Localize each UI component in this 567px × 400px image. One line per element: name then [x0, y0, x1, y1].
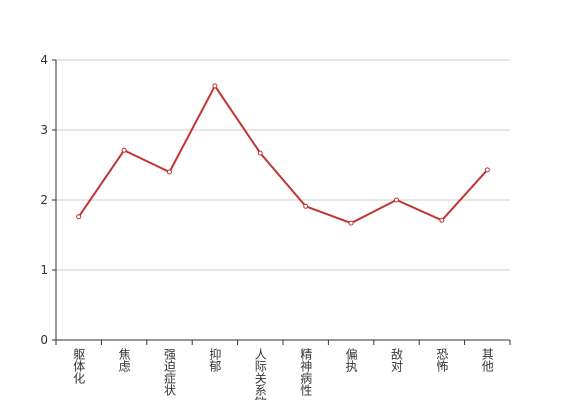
- x-tick-label: 躯体化: [72, 347, 86, 385]
- y-tick-label: 0: [40, 333, 48, 347]
- point: [76, 214, 82, 220]
- x-tick-label: 焦虑: [117, 348, 131, 372]
- point: [167, 169, 172, 175]
- point: [257, 150, 263, 156]
- x-tick-label: 精神病性: [299, 348, 313, 397]
- line: [77, 83, 489, 225]
- point: [121, 147, 127, 153]
- x-tick-label: 人际关系敏感: [253, 348, 267, 400]
- y-tick-label: 4: [40, 53, 48, 67]
- point: [348, 220, 354, 226]
- x-tick-label: 强迫症状: [163, 348, 177, 396]
- y-tick-label: 1: [40, 263, 48, 277]
- x-tick-label: 偏执: [344, 347, 358, 373]
- point: [303, 203, 309, 209]
- y-tick-label: 3: [40, 123, 48, 137]
- y-tick-label: 2: [40, 193, 48, 207]
- x-tick-label: 抑郁: [208, 347, 222, 373]
- point: [394, 197, 399, 203]
- point: [439, 217, 445, 223]
- point: [212, 83, 218, 89]
- x-tick-label: 恐怖: [435, 348, 449, 372]
- x-tick-label: 敌对: [390, 347, 404, 372]
- x-tick-label: 其他: [480, 348, 494, 372]
- point: [484, 167, 490, 173]
